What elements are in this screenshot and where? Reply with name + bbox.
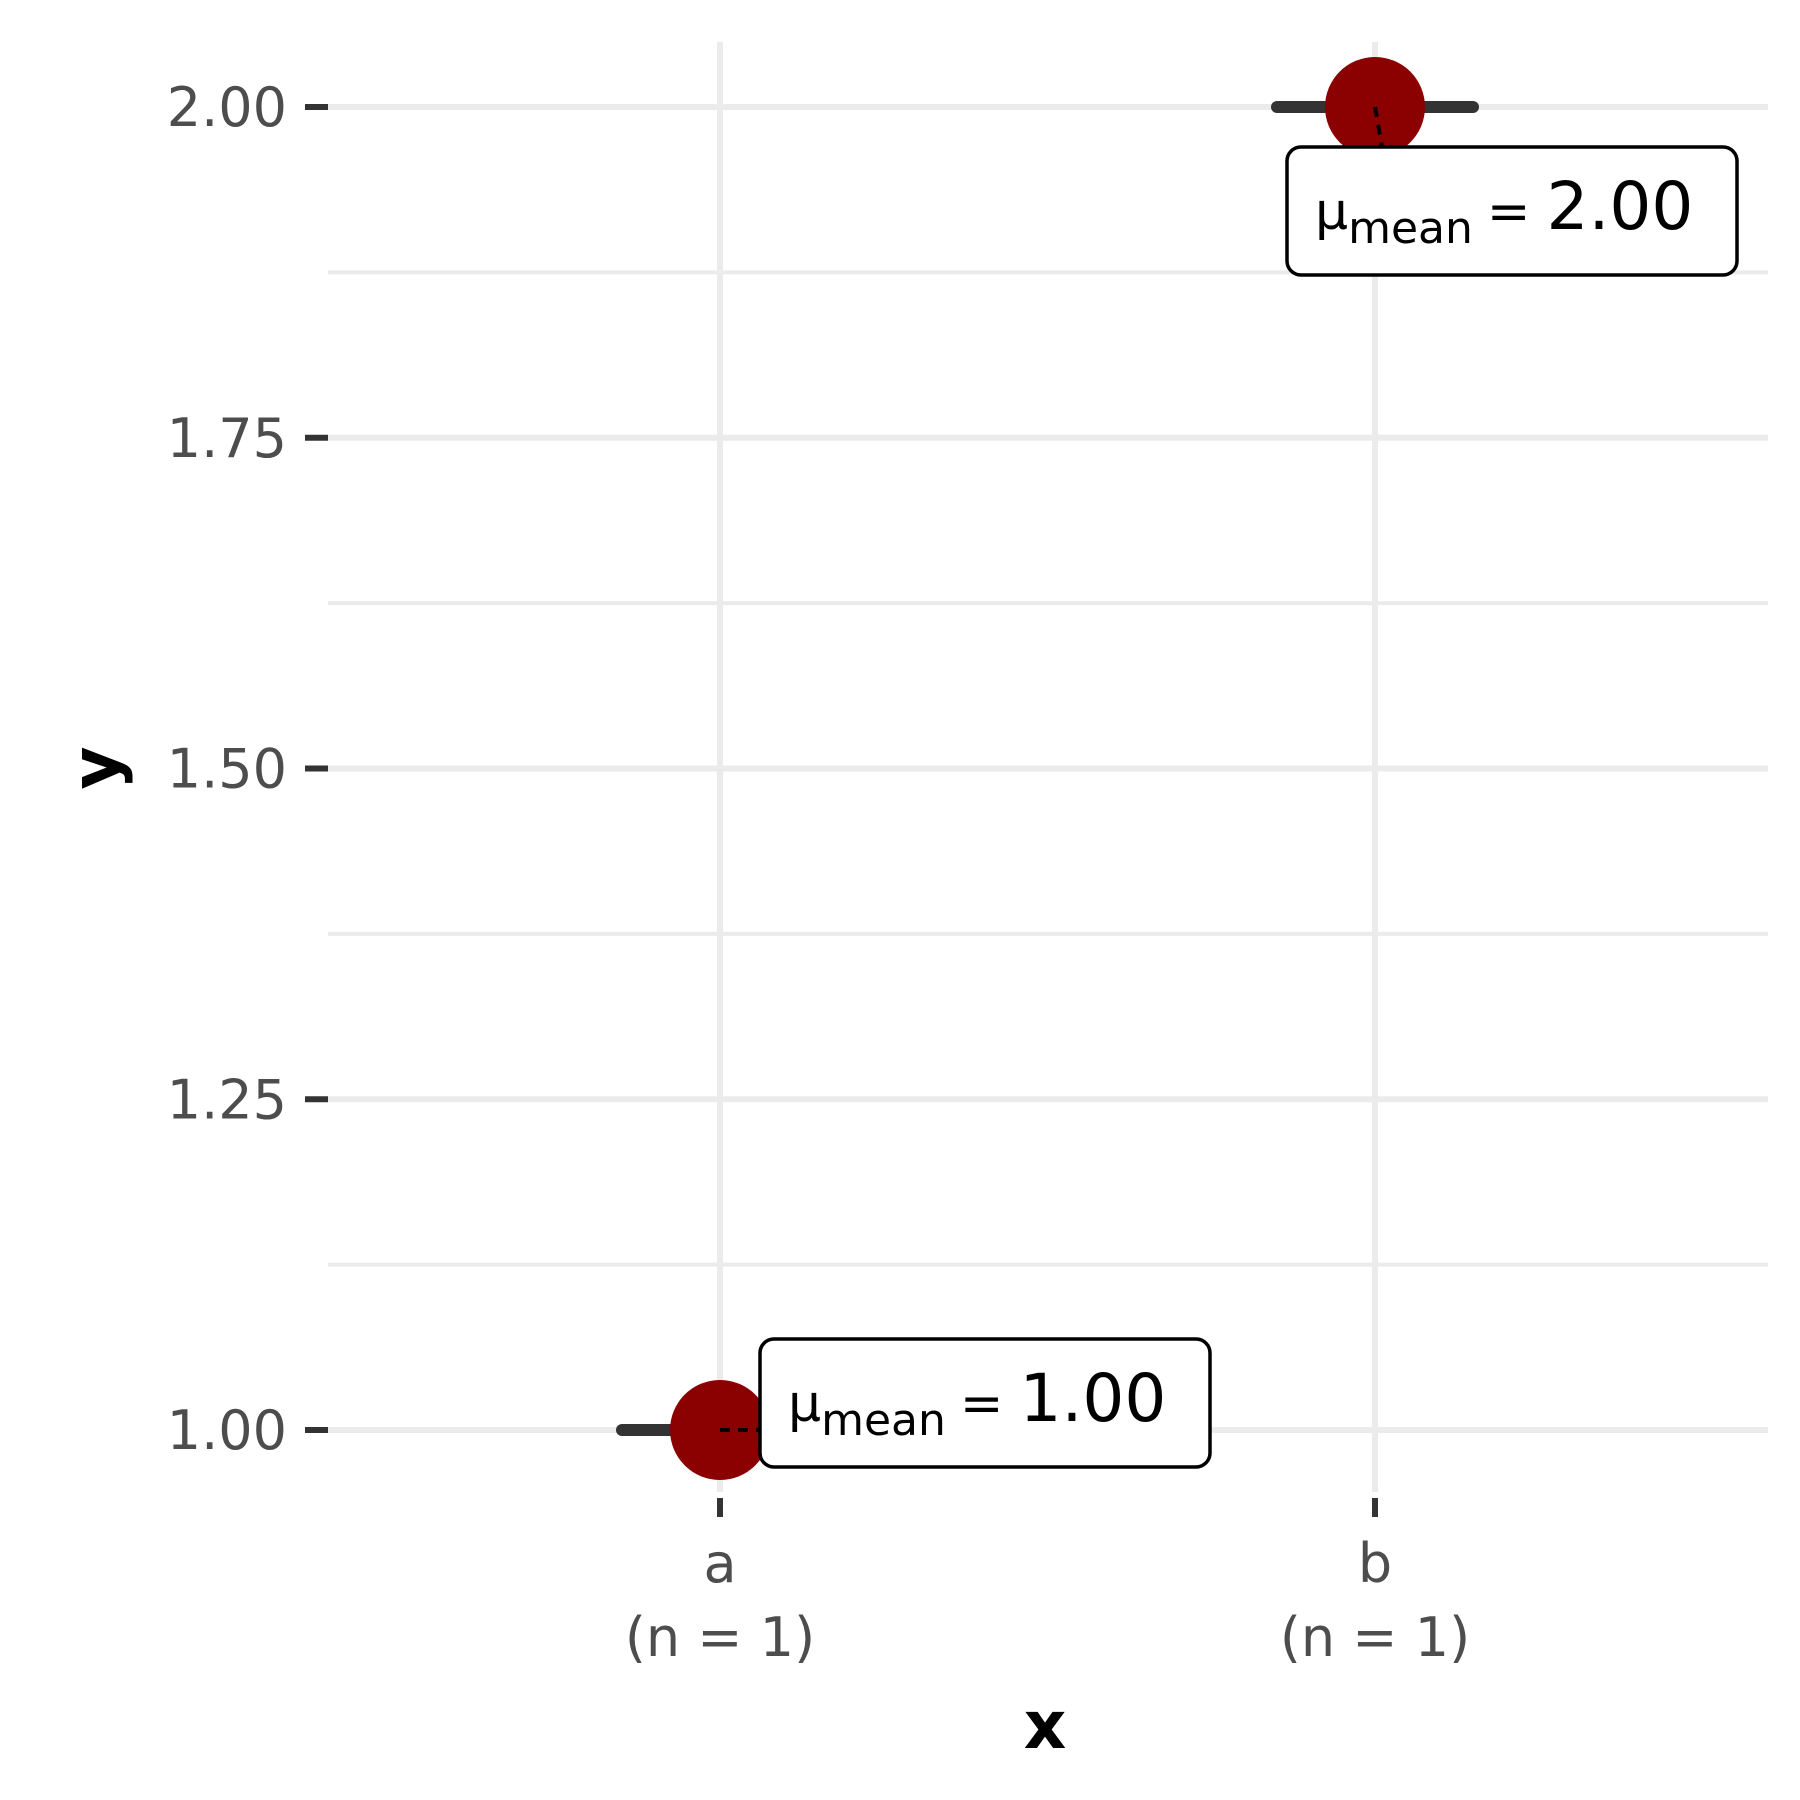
label-connector	[1373, 106, 1384, 148]
mean-label-box	[758, 1337, 1212, 1469]
mean-value: 1.00	[1019, 1360, 1166, 1437]
mean-subscript: mean	[821, 1395, 946, 1446]
grid-major	[328, 42, 1768, 1492]
y-tick-label: 1.00	[167, 1399, 287, 1462]
x-tick-label: b	[1358, 1532, 1392, 1595]
mean-subscript: mean	[1348, 203, 1473, 254]
y-axis-title: y	[57, 746, 134, 789]
mean-label-text: μmean = 2.00	[1315, 168, 1693, 254]
mean-label-text: μmean = 1.00	[788, 1360, 1166, 1446]
mean-symbol: μ	[1315, 182, 1348, 242]
x-tick-count-label: (n = 1)	[1280, 1606, 1470, 1669]
mean-label-box	[1285, 145, 1739, 277]
y-tick-label: 2.00	[167, 76, 287, 139]
x-tick-label: a	[703, 1532, 736, 1595]
mean-equals: =	[960, 1374, 1004, 1434]
mean-symbol: μ	[788, 1374, 821, 1434]
y-axis: 1.00 1.25 1.50 1.75 2.00	[167, 76, 328, 1462]
x-axis: a (n = 1) b (n = 1)	[625, 1498, 1470, 1669]
x-axis-title: x	[1024, 1687, 1067, 1764]
grid-minor	[328, 270, 1768, 1267]
mean-label: μmean = 2.00	[1285, 145, 1739, 277]
y-tick-label: 1.75	[167, 407, 287, 470]
mean-value: 2.00	[1546, 168, 1693, 245]
mean-label: μmean = 1.00	[758, 1337, 1212, 1469]
y-tick-label: 1.25	[167, 1068, 287, 1131]
x-tick-count-label: (n = 1)	[625, 1606, 815, 1669]
mean-equals: =	[1487, 182, 1531, 242]
y-tick-label: 1.50	[167, 738, 287, 801]
